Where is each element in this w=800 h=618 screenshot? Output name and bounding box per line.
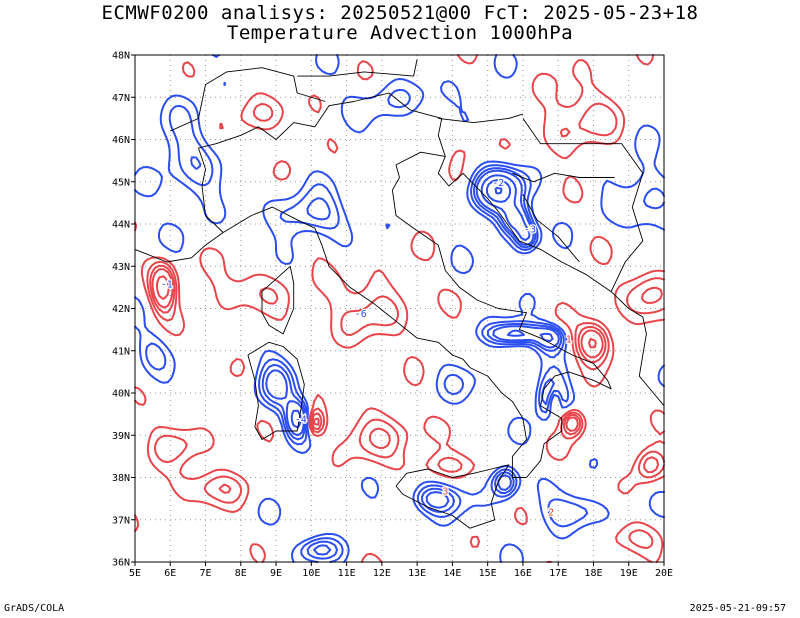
- lat-label: 48N: [112, 51, 130, 62]
- france-coast: [134, 232, 224, 263]
- contour-label: -3: [524, 224, 536, 235]
- border-inner: [522, 194, 580, 263]
- lon-label: 9E: [270, 568, 282, 579]
- border-alps: [198, 92, 446, 233]
- lon-label: 19E: [620, 568, 638, 579]
- lat-label: 39N: [112, 431, 130, 442]
- border-swiss: [170, 67, 326, 132]
- lat-label: 47N: [112, 93, 130, 104]
- border-austria: [297, 59, 418, 77]
- negative-contour: [134, 54, 665, 563]
- negative-contour: [190, 156, 563, 560]
- lat-label: 46N: [112, 135, 130, 146]
- lon-label: 18E: [584, 568, 602, 579]
- contour-label: -1: [161, 279, 173, 290]
- positive-contour: [151, 268, 604, 432]
- coastline: [134, 59, 665, 529]
- lat-label: 43N: [112, 262, 130, 273]
- chart-title-line2: Temperature Advection 1000hPa: [226, 22, 574, 44]
- contour-label: 2: [548, 508, 554, 519]
- corsica-coast: [261, 265, 295, 335]
- positive-contour: [155, 275, 597, 349]
- lat-label: 36N: [112, 558, 130, 569]
- lon-label: 13E: [408, 568, 426, 579]
- lon-label: 15E: [479, 568, 497, 579]
- lon-label: 7E: [200, 568, 212, 579]
- contour-label: 1: [566, 334, 572, 345]
- contour-label: -4: [295, 415, 307, 426]
- negative-contour: [494, 186, 503, 195]
- negative-contour: [290, 174, 554, 429]
- lon-label: 6E: [164, 568, 176, 579]
- latitude-labels: 48N 47N 46N 45N 44N 43N 42N 41N 40N 39N 38N 37N 36N: [112, 51, 135, 569]
- border-bosnia: [512, 172, 615, 183]
- lon-label: 16E: [514, 568, 532, 579]
- lat-label: 38N: [112, 473, 130, 484]
- sicily-coast: [395, 464, 510, 529]
- plot-area: [135, 55, 664, 562]
- lon-label: 17E: [549, 568, 567, 579]
- lat-label: 37N: [112, 515, 130, 526]
- lon-label: 8E: [235, 568, 247, 579]
- lat-label: 40N: [112, 389, 130, 400]
- negative-contour: [145, 88, 665, 563]
- lon-label: 11E: [338, 568, 356, 579]
- longitude-labels: 5E 6E 7E 8E 9E 10E 11E 12E 13E 14E 15E 16E 17E 18E 19E…: [129, 562, 673, 579]
- lat-label: 42N: [112, 304, 130, 315]
- positive-contour: [146, 102, 665, 549]
- lon-label: 14E: [443, 568, 461, 579]
- lon-label: 10E: [302, 568, 320, 579]
- lon-label: 20E: [655, 568, 673, 579]
- lat-label: 41N: [112, 346, 130, 357]
- contour-field: [134, 54, 665, 563]
- contour-label: 3: [442, 486, 448, 497]
- border-slovenia: [438, 113, 524, 124]
- lat-label: 44N: [112, 220, 130, 231]
- chart-title-line1: ECMWF0200 analisys: 20250521@00 FcT: 202…: [101, 2, 699, 24]
- lon-label: 5E: [129, 568, 141, 579]
- contour-label: -6: [355, 309, 367, 320]
- footer-right: 2025-05-21-09:57: [689, 603, 786, 614]
- lon-label: 12E: [373, 568, 391, 579]
- sardinia-coast: [247, 341, 305, 440]
- negative-contour: [485, 179, 511, 203]
- footer-left: GrADS/COLA: [4, 603, 65, 614]
- positive-contour: [134, 54, 665, 563]
- contour-labels: -1 -2 -3 -4 -6 1 2 3: [159, 177, 573, 520]
- border-balkans: [522, 118, 644, 292]
- positive-contour: [149, 264, 663, 494]
- contour-label: -2: [492, 178, 504, 189]
- lat-label: 45N: [112, 177, 130, 188]
- italy-coast: [222, 151, 665, 478]
